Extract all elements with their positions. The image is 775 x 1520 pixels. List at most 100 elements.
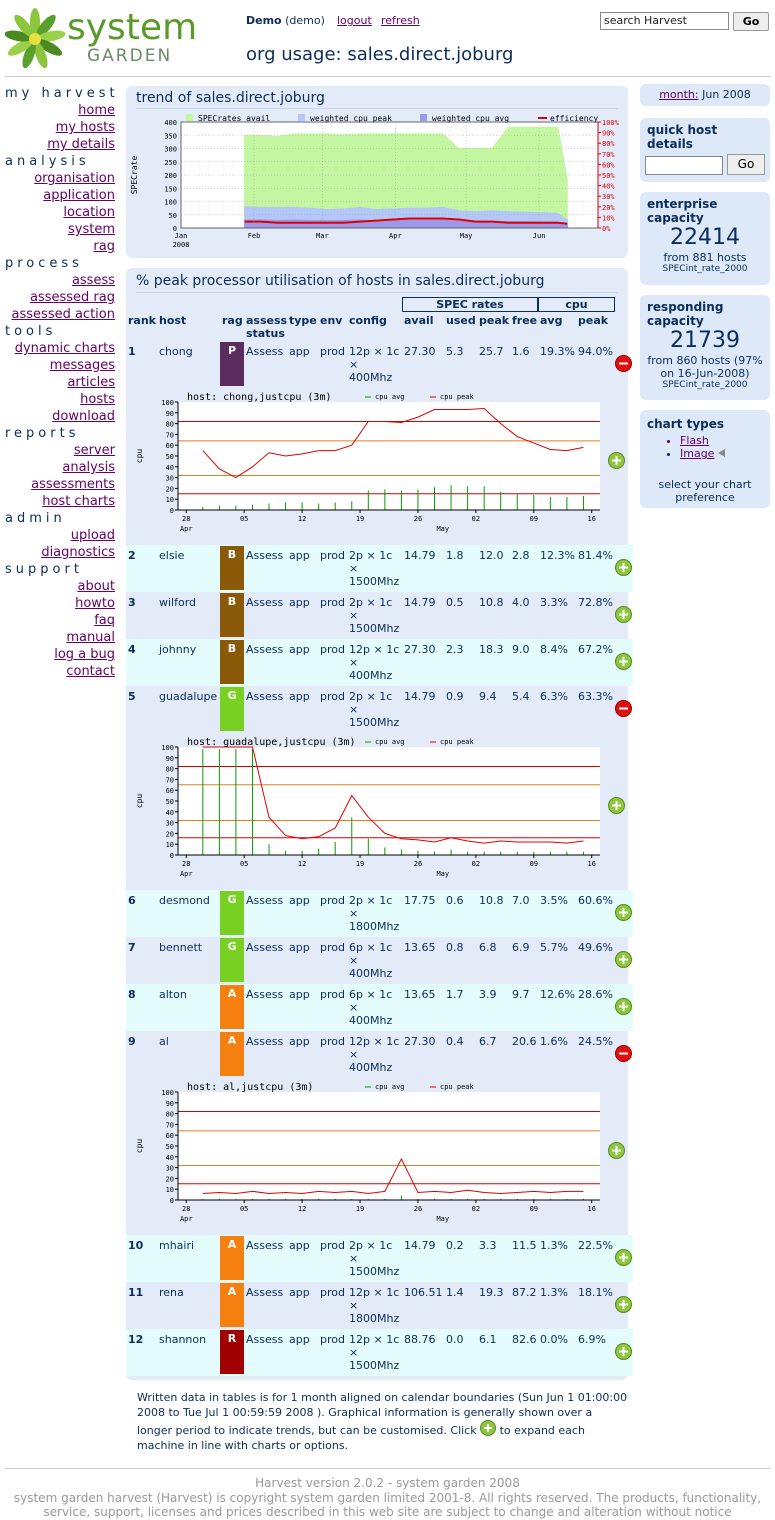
nav-link[interactable]: location: [63, 205, 115, 220]
expand-icon[interactable]: [615, 1296, 632, 1313]
nav-link[interactable]: application: [43, 188, 115, 203]
nav-heading: process: [5, 256, 83, 271]
expand-icon[interactable]: [615, 1343, 632, 1360]
enterprise-hosts: from 881 hosts: [663, 251, 747, 264]
expand-icon[interactable]: [615, 606, 632, 623]
nav-link[interactable]: assessed rag: [29, 290, 115, 305]
cell-free: 4.0: [512, 596, 530, 609]
nav-link[interactable]: host charts: [42, 494, 115, 509]
note-text: Written data in tables is for 1 month al…: [137, 1391, 628, 1437]
quick-input[interactable]: [645, 156, 723, 175]
collapse-icon[interactable]: [615, 355, 632, 372]
cell-assess: Assess: [246, 1035, 284, 1048]
legend-label: SPECrates avail: [198, 114, 270, 123]
chart-type-flash[interactable]: Flash: [680, 434, 725, 447]
footer-copyright: system garden harvest (Harvest) is copyr…: [13, 1491, 762, 1519]
cell-assess: Assess: [246, 690, 284, 703]
nav-link[interactable]: faq: [94, 613, 115, 628]
nav-link[interactable]: contact: [66, 664, 115, 679]
quick-button[interactable]: Go: [727, 154, 765, 175]
expand-icon[interactable]: [615, 1249, 632, 1266]
nav-link[interactable]: about: [77, 579, 115, 594]
cell-free: 7.0: [512, 894, 530, 907]
icon-bar[interactable]: [615, 456, 618, 465]
plot-area: [178, 1092, 600, 1200]
icon-bar[interactable]: [615, 801, 618, 810]
expand-icon[interactable]: [608, 452, 625, 469]
cell-host: guadalupe: [159, 690, 218, 703]
icon-bar[interactable]: [622, 1253, 625, 1262]
expand-icon[interactable]: [615, 559, 632, 576]
user: Demo: [246, 14, 282, 27]
expand-icon[interactable]: [615, 904, 632, 921]
expand-icon[interactable]: [615, 653, 632, 670]
icon-bar[interactable]: [622, 955, 625, 964]
logout-link[interactable]: logout: [337, 14, 372, 27]
icon-bar[interactable]: [622, 1002, 625, 1011]
collapse-icon[interactable]: [615, 700, 632, 717]
cell-cpu-peak: 22.5%: [578, 1239, 613, 1252]
nav-link[interactable]: assessments: [31, 477, 115, 492]
expand-icon[interactable]: [608, 1142, 625, 1159]
y-tick-label: 0: [173, 225, 177, 233]
nav-link[interactable]: server: [73, 443, 115, 458]
cell-type: app: [289, 690, 310, 703]
nav-link[interactable]: system: [68, 222, 115, 237]
chart-type-image[interactable]: Image: [680, 447, 715, 460]
refresh-link[interactable]: refresh: [381, 14, 420, 27]
nav-link[interactable]: download: [52, 409, 115, 424]
cell-free: 9.0: [512, 643, 530, 656]
icon-bar[interactable]: [619, 1052, 628, 1055]
nav-link[interactable]: dynamic charts: [14, 341, 115, 356]
month-label: May: [436, 1215, 449, 1223]
search-input[interactable]: search Harvest: [600, 12, 729, 30]
icon-bar[interactable]: [615, 1146, 618, 1155]
nav-link[interactable]: home: [78, 103, 115, 118]
search-button[interactable]: Go: [733, 12, 769, 31]
icon-bar[interactable]: [619, 707, 628, 710]
y-tick-label: 100: [164, 199, 177, 207]
icon-bar[interactable]: [622, 908, 625, 917]
y2-tick-label: 60%: [602, 161, 615, 169]
nav-link[interactable]: messages: [49, 358, 115, 373]
icon-bar[interactable]: [622, 610, 625, 619]
nav-link[interactable]: organisation: [34, 171, 115, 186]
x-tick-label: 02: [472, 1205, 480, 1213]
footer-version: Harvest version 2.0.2 - system garden 20…: [255, 1476, 520, 1490]
nav-link[interactable]: articles: [67, 375, 115, 390]
cell-free: 5.4: [512, 690, 530, 703]
legend-label: cpu peak: [440, 393, 475, 401]
icon-bar[interactable]: [622, 1300, 625, 1309]
nav-link[interactable]: log a bug: [54, 647, 115, 662]
x-tick-label: 19: [356, 860, 364, 868]
y-tick-label: 60: [166, 442, 174, 450]
nav-link[interactable]: howto: [75, 596, 115, 611]
icon-bar[interactable]: [622, 657, 625, 666]
y-tick-label: 150: [164, 185, 177, 193]
y-tick-label: 40: [166, 1154, 174, 1162]
nav-link[interactable]: diagnostics: [41, 545, 115, 560]
nav-link[interactable]: my details: [47, 137, 115, 152]
nav-heading: admin: [5, 511, 66, 526]
cell-avail: 27.30: [404, 345, 436, 358]
icon-bar[interactable]: [622, 563, 625, 572]
expand-icon[interactable]: [608, 797, 625, 814]
nav-link[interactable]: manual: [66, 630, 115, 645]
cell-env: prod: [320, 345, 345, 358]
nav-link[interactable]: analysis: [62, 460, 115, 475]
nav-link[interactable]: rag: [93, 239, 115, 254]
expand-icon[interactable]: [615, 998, 632, 1015]
legend-label: cpu avg: [375, 738, 405, 746]
month-link[interactable]: month:: [659, 88, 699, 101]
icon-bar[interactable]: [622, 1347, 625, 1356]
nav-link[interactable]: upload: [70, 528, 115, 543]
nav-link[interactable]: assessed action: [11, 307, 115, 322]
expand-icon[interactable]: [615, 951, 632, 968]
icon-bar[interactable]: [619, 362, 628, 365]
nav-link[interactable]: hosts: [80, 392, 115, 407]
nav-link[interactable]: assess: [71, 273, 115, 288]
legend-swatch: [298, 114, 305, 121]
nav-link[interactable]: my hosts: [55, 120, 115, 135]
collapse-icon[interactable]: [615, 1045, 632, 1062]
x-tick-label: May: [460, 232, 473, 240]
